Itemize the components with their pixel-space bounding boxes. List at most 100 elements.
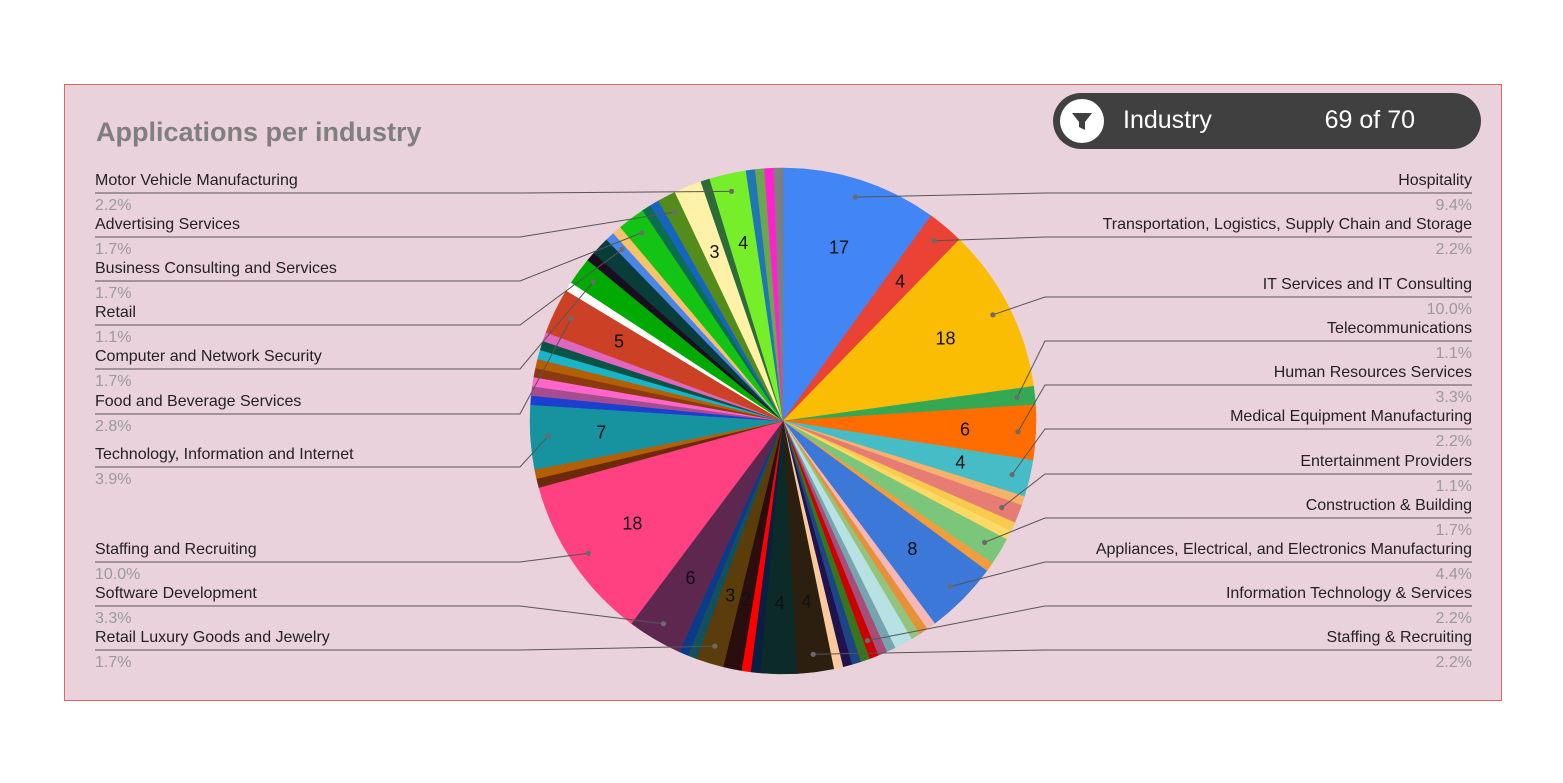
legend-percent: 1.1% xyxy=(95,329,131,346)
legend-label-staffing-recruiting: Staffing & Recruiting xyxy=(1326,629,1472,646)
leader-line xyxy=(1016,340,1472,398)
leader-line xyxy=(95,281,594,370)
industry-filter-button[interactable]: Industry 69 of 70 xyxy=(1053,93,1481,149)
legend-percent: 1.1% xyxy=(1436,478,1472,495)
legend-percent: 1.7% xyxy=(95,285,131,302)
legend-label-motor-vehicle-manufacturing: Motor Vehicle Manufacturing xyxy=(95,172,298,189)
leader-dot xyxy=(947,584,953,590)
slice-value-label: 5 xyxy=(614,332,624,352)
leader-dot xyxy=(585,550,592,556)
legend-label-hospitality: Hospitality xyxy=(1398,172,1472,189)
leader-lines xyxy=(95,188,1472,657)
legend-percent: 10.0% xyxy=(1427,301,1472,318)
slice-value-label: 4 xyxy=(801,592,811,612)
leader-line xyxy=(1017,384,1472,433)
slice-value-label: 3 xyxy=(709,242,719,262)
legend-percent: 2.2% xyxy=(1436,654,1472,671)
leader-line xyxy=(95,190,732,194)
leader-dot xyxy=(1014,394,1020,400)
pie-slice[interactable] xyxy=(782,167,932,422)
leader-line xyxy=(992,296,1472,316)
leader-line xyxy=(95,248,623,326)
leader-dot xyxy=(590,279,597,285)
legend-percent: 2.2% xyxy=(95,197,131,214)
leader-line xyxy=(95,645,715,651)
legend-label-construction-building: Construction & Building xyxy=(1306,497,1472,514)
slice-value-label: 4 xyxy=(955,453,965,473)
legend-label-telecommunications: Telecommunications xyxy=(1327,320,1472,337)
pie-slice[interactable] xyxy=(782,239,1034,422)
leader-dot xyxy=(712,643,718,649)
legend-label-business-consulting-and-services: Business Consulting and Services xyxy=(95,260,337,277)
legend-percent: 1.7% xyxy=(1436,522,1472,539)
legend-label-technology-information-and-internet: Technology, Information and Internet xyxy=(95,446,354,463)
slice-value-label: 4 xyxy=(775,593,785,613)
chart-title: Applications per industry xyxy=(96,117,422,147)
slice-value-label: 4 xyxy=(738,233,748,253)
legend-label-transportation-logistics-supply-chain-and-storage: Transportation, Logistics, Supply Chain … xyxy=(1103,216,1473,233)
slice-value-label: 6 xyxy=(960,419,970,439)
legend-percent: 1.7% xyxy=(95,241,131,258)
leader-dot xyxy=(639,230,645,236)
legend-label-computer-and-network-security: Computer and Network Security xyxy=(95,348,322,365)
slice-value-label: 4 xyxy=(895,272,905,292)
leader-dot xyxy=(660,621,667,627)
leader-line xyxy=(1001,473,1472,508)
legend-label-retail-luxury-goods-and-jewelry: Retail Luxury Goods and Jewelry xyxy=(95,629,330,646)
leader-dot xyxy=(1009,472,1015,478)
slice-value-label: 17 xyxy=(829,238,849,258)
leader-dot xyxy=(672,209,678,215)
legend-label-medical-equipment-manufacturing: Medical Equipment Manufacturing xyxy=(1230,408,1472,425)
leader-dot xyxy=(990,312,996,318)
leader-dot xyxy=(852,194,858,200)
leader-dot xyxy=(864,638,871,644)
leader-line xyxy=(95,605,664,625)
legend-percent: 3.3% xyxy=(1436,389,1472,406)
leader-dot xyxy=(619,246,625,252)
legend-label-advertising-services: Advertising Services xyxy=(95,216,240,233)
filter-icon xyxy=(1060,99,1104,143)
slice-value-label: 6 xyxy=(685,568,695,588)
slice-value-label: 7 xyxy=(596,423,606,443)
leader-line xyxy=(867,605,1472,642)
legend-percent: 1.7% xyxy=(95,654,131,671)
legend-label-retail: Retail xyxy=(95,304,136,321)
legend-label-information-technology-services: Information Technology & Services xyxy=(1226,585,1472,602)
pie-slice[interactable] xyxy=(773,167,784,422)
slice-value-label: 18 xyxy=(935,329,955,349)
leader-line xyxy=(855,192,1472,198)
legend-percent: 2.2% xyxy=(1436,610,1472,627)
legend-percent: 9.4% xyxy=(1436,197,1472,214)
leader-line xyxy=(95,232,643,282)
leader-line xyxy=(813,649,1472,655)
leader-line xyxy=(95,211,675,238)
legend-percent: 1.1% xyxy=(1436,345,1472,362)
legend-percent: 2.2% xyxy=(1436,433,1472,450)
leader-dot xyxy=(999,504,1005,511)
leader-line xyxy=(934,236,1472,242)
leader-line xyxy=(984,517,1472,543)
leader-dot xyxy=(982,539,988,546)
slice-value-label: 8 xyxy=(907,539,917,559)
leader-line xyxy=(95,435,549,468)
legend-label-appliances-electrical-and-electronics-manufacturing: Appliances, Electrical, and Electronics … xyxy=(1096,541,1472,558)
legend-percent: 4.4% xyxy=(1436,566,1472,583)
legend-label-entertainment-providers: Entertainment Providers xyxy=(1300,453,1472,470)
leader-dot xyxy=(1015,429,1021,435)
legend-labels: Motor Vehicle Manufacturing 2.2% Advertisi… xyxy=(95,172,1472,671)
leader-dot xyxy=(568,316,574,322)
pie-slices xyxy=(529,167,1037,675)
legend-percent: 3.9% xyxy=(95,471,131,488)
legend-percent: 2.8% xyxy=(95,418,131,435)
legend-label-software-development: Software Development xyxy=(95,585,257,602)
pie-slice[interactable] xyxy=(538,420,784,624)
leader-line xyxy=(949,561,1472,588)
legend-label-food-and-beverage-services: Food and Beverage Services xyxy=(95,393,301,410)
filter-label: Industry xyxy=(1123,106,1212,134)
legend-percent: 2.2% xyxy=(1436,241,1472,258)
leader-dot xyxy=(931,238,937,244)
slice-value-label: 3 xyxy=(725,585,735,605)
leader-dot xyxy=(728,188,735,194)
